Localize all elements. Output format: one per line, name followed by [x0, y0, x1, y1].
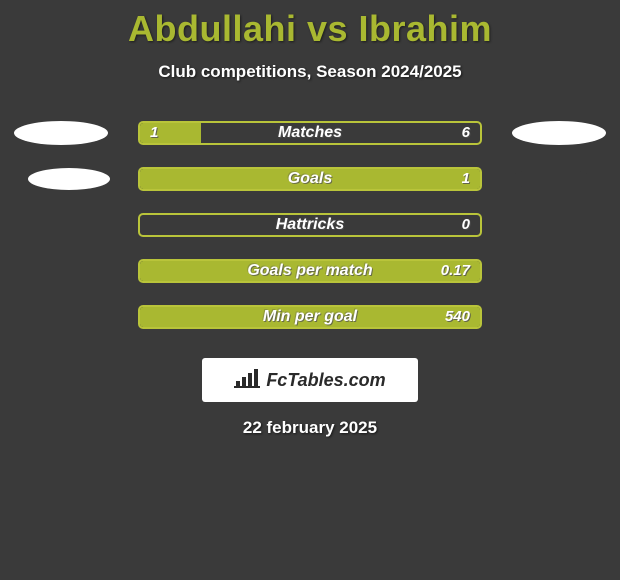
- bar-fill: [140, 307, 480, 327]
- bar-track: Goals per match0.17: [138, 259, 482, 283]
- bar-value-right: 540: [445, 307, 470, 327]
- bar-track: Min per goal540: [138, 305, 482, 329]
- bar-label: Hattricks: [140, 215, 480, 235]
- bar-value-left: 1: [150, 123, 158, 143]
- bar-value-right: 0.17: [441, 261, 470, 281]
- bar-row: Min per goal540: [0, 294, 620, 340]
- bar-fill: [140, 169, 480, 189]
- side-ellipse: [14, 121, 108, 145]
- bar-row: Goals per match0.17: [0, 248, 620, 294]
- date-label: 22 february 2025: [0, 418, 620, 438]
- bar-row: Matches16: [0, 110, 620, 156]
- side-ellipse: [28, 168, 110, 190]
- bar-value-right: 0: [462, 215, 470, 235]
- bar-row: Goals1: [0, 156, 620, 202]
- bar-value-right: 1: [462, 169, 470, 189]
- bar-track: Matches16: [138, 121, 482, 145]
- page-title: Abdullahi vs Ibrahim: [0, 0, 620, 50]
- bar-track: Hattricks0: [138, 213, 482, 237]
- logo-text: FcTables.com: [266, 370, 385, 391]
- bar-value-right: 6: [462, 123, 470, 143]
- side-ellipse: [512, 121, 606, 145]
- bar-row: Hattricks0: [0, 202, 620, 248]
- subtitle: Club competitions, Season 2024/2025: [0, 62, 620, 82]
- side-ellipse: [510, 168, 592, 190]
- logo: FcTables.com: [202, 358, 418, 402]
- bar-chart-icon: [234, 367, 260, 394]
- bar-fill: [140, 261, 480, 281]
- comparison-bars: Matches16Goals1Hattricks0Goals per match…: [0, 110, 620, 340]
- bar-track: Goals1: [138, 167, 482, 191]
